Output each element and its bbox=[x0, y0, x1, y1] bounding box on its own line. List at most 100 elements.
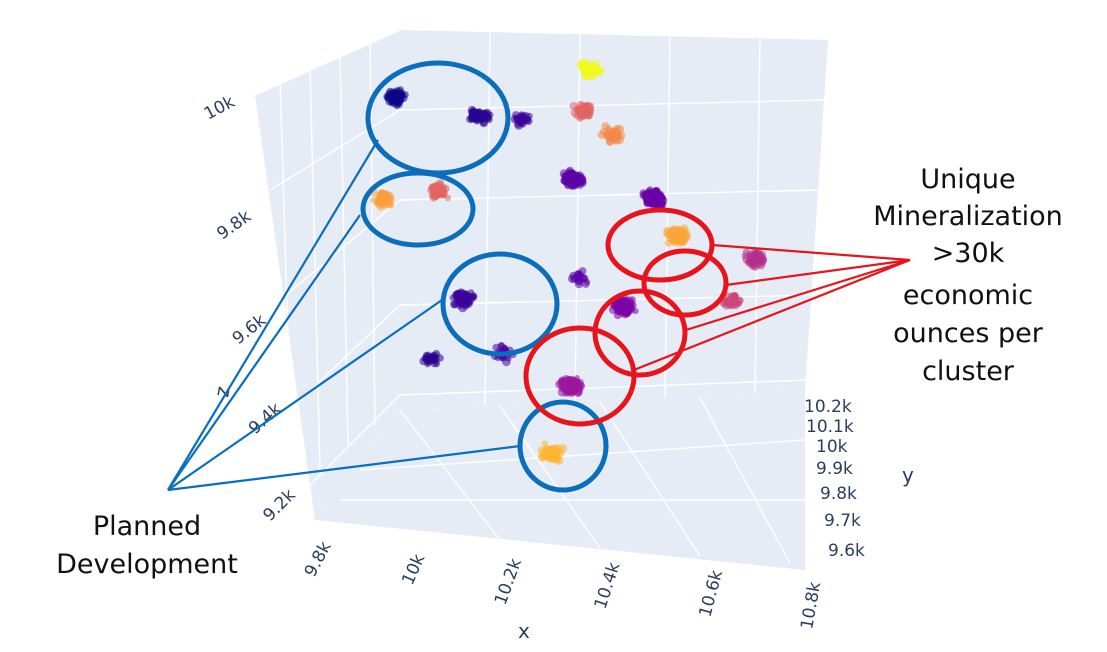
z-tick-label: 9.2k bbox=[259, 485, 299, 525]
data-point bbox=[541, 440, 548, 447]
data-point bbox=[576, 115, 583, 122]
data-point bbox=[583, 110, 590, 117]
highlight-ellipse bbox=[641, 248, 729, 318]
unique-mineralization-line5: ounces per bbox=[893, 318, 1044, 349]
leader-line bbox=[725, 258, 911, 287]
data-point bbox=[387, 89, 394, 97]
pane-z-x-wall bbox=[255, 30, 400, 520]
data-point bbox=[615, 124, 625, 134]
data-point bbox=[497, 342, 505, 349]
x-tick-label: 10k bbox=[398, 551, 429, 588]
highlight-ellipse bbox=[523, 325, 637, 427]
data-point bbox=[563, 386, 572, 395]
data-point bbox=[757, 261, 766, 270]
data-point bbox=[560, 176, 569, 185]
planned-development-line2: Development bbox=[56, 549, 238, 580]
data-point bbox=[568, 378, 577, 386]
data-point bbox=[571, 174, 579, 181]
data-point bbox=[430, 188, 439, 197]
data-point bbox=[586, 102, 595, 111]
unique-mineralization-line1: Unique bbox=[920, 164, 1015, 195]
data-point bbox=[677, 237, 687, 246]
data-point bbox=[570, 181, 577, 188]
data-point bbox=[586, 70, 596, 79]
planned-development-line1: Planned bbox=[93, 511, 201, 542]
unique-mineralization-line3: >30k bbox=[932, 238, 1005, 269]
highlight-ellipse bbox=[592, 288, 688, 378]
data-point bbox=[731, 299, 740, 307]
y-tick-label: 9.7k bbox=[824, 511, 861, 531]
data-point bbox=[518, 117, 527, 126]
data-point bbox=[750, 255, 757, 262]
unique-mineralization-line4: economic bbox=[903, 280, 1033, 311]
data-point bbox=[561, 375, 571, 384]
y-axis-ticks: 10.2k 10.1k 10k 9.9k 9.8k 9.7k 9.6k y bbox=[804, 397, 914, 561]
data-point bbox=[632, 308, 639, 315]
leader-line bbox=[167, 214, 361, 491]
leader-line bbox=[167, 444, 521, 492]
leader-line bbox=[711, 243, 911, 262]
data-point bbox=[437, 187, 444, 194]
data-point bbox=[577, 272, 584, 279]
x-tick-label: 10.2k bbox=[491, 556, 526, 608]
pane-floor bbox=[315, 390, 805, 570]
data-point bbox=[574, 279, 584, 289]
scatter-points bbox=[369, 58, 768, 465]
unique-mineralization-line6: cluster bbox=[922, 356, 1015, 387]
x-tick-label: 10.4k bbox=[591, 560, 625, 612]
data-point bbox=[554, 456, 564, 465]
data-point bbox=[569, 102, 578, 111]
x-tick-label: 10.8k bbox=[797, 580, 825, 631]
planned-development-annotation bbox=[167, 60, 609, 493]
data-point bbox=[664, 239, 672, 247]
y-tick-label: 10.1k bbox=[806, 417, 854, 437]
data-point bbox=[668, 226, 676, 234]
x-tick-label: 9.8k bbox=[301, 538, 336, 580]
unique-mineralization-annotation bbox=[523, 207, 911, 427]
data-point bbox=[581, 62, 590, 71]
leader-line bbox=[685, 258, 911, 332]
data-point bbox=[741, 252, 749, 260]
highlight-ellipse bbox=[360, 170, 476, 248]
data-point bbox=[559, 169, 569, 179]
data-point bbox=[397, 86, 404, 93]
y-axis-title: y bbox=[902, 463, 914, 487]
y-tick-label: 10.2k bbox=[804, 397, 852, 417]
data-point bbox=[424, 358, 432, 365]
data-point bbox=[573, 375, 581, 382]
y-tick-label: 9.9k bbox=[816, 459, 853, 479]
data-point bbox=[477, 110, 485, 118]
z-tick-label: 10k bbox=[201, 92, 238, 125]
data-point bbox=[479, 118, 489, 128]
data-point bbox=[576, 381, 585, 391]
data-point bbox=[643, 198, 651, 205]
data-point bbox=[656, 199, 663, 206]
x-tick-label: 10.6k bbox=[696, 568, 728, 619]
data-point bbox=[609, 136, 616, 144]
data-point bbox=[680, 224, 689, 233]
data-point bbox=[678, 231, 686, 239]
x-axis-title: x bbox=[518, 619, 530, 643]
data-point bbox=[451, 291, 461, 300]
data-point bbox=[458, 293, 467, 302]
data-point bbox=[444, 194, 452, 202]
data-point bbox=[402, 91, 409, 99]
y-tick-label: 9.8k bbox=[820, 484, 857, 504]
pane-y-z-wall bbox=[400, 30, 828, 410]
highlight-ellipse bbox=[517, 399, 609, 493]
y-tick-label: 10k bbox=[816, 437, 848, 457]
data-point bbox=[576, 100, 585, 109]
highlight-ellipse bbox=[440, 251, 560, 357]
unique-mineralization-line2: Mineralization bbox=[873, 201, 1063, 232]
highlight-ellipse bbox=[605, 207, 715, 283]
leader-line bbox=[167, 299, 443, 491]
y-tick-label: 9.6k bbox=[828, 541, 865, 561]
data-point bbox=[618, 303, 626, 310]
leader-line bbox=[167, 139, 379, 491]
data-point bbox=[590, 62, 598, 70]
data-point bbox=[380, 195, 387, 203]
data-point bbox=[464, 298, 472, 306]
data-point bbox=[429, 183, 437, 191]
